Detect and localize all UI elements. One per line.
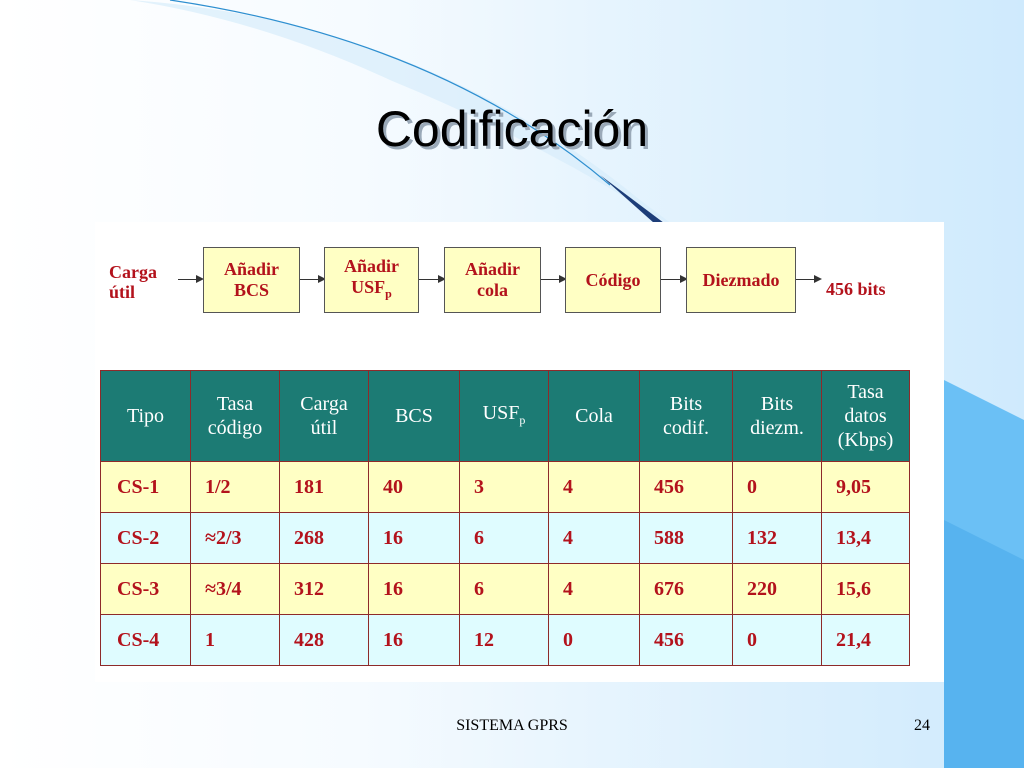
header-type: Tipo — [100, 370, 191, 462]
table-cell: CS-4 — [100, 614, 191, 666]
box-code: Código — [565, 247, 661, 313]
table-cell: 456 — [639, 614, 733, 666]
table-cell: 40 — [368, 461, 460, 513]
table-cell: 15,6 — [821, 563, 910, 615]
header-payload: Carga útil — [279, 370, 369, 462]
table-row: CS-1 1/2 181 40 3 4 456 0 9,05 — [100, 461, 910, 513]
slide-title: Codificación — [375, 101, 649, 157]
box-add-usf-line-2: USF — [351, 276, 386, 297]
table-cell: ≈3/4 — [190, 563, 280, 615]
table-cell: 268 — [279, 512, 369, 564]
table-cell: 4 — [548, 461, 640, 513]
content-panel: Carga útil Añadir BCS Añadir USFp Añadir co… — [95, 222, 944, 682]
table-row: CS-4 1 428 16 12 0 456 0 21,4 — [100, 614, 910, 666]
box-add-usf: Añadir USFp — [324, 247, 419, 313]
table-cell: 0 — [732, 614, 822, 666]
page-number: 24 — [914, 717, 930, 734]
table-cell: 181 — [279, 461, 369, 513]
table-cell: 12 — [459, 614, 549, 666]
table-cell: 456 — [639, 461, 733, 513]
box-puncturing-label: Diezmado — [702, 269, 780, 290]
table-cell: ≈2/3 — [190, 512, 280, 564]
table-cell: CS-3 — [100, 563, 191, 615]
output-label: 456 bits — [826, 279, 886, 299]
table-cell: 1/2 — [190, 461, 280, 513]
box-add-usf-line-1: Añadir — [343, 255, 399, 276]
table-cell: 9,05 — [821, 461, 910, 513]
input-label-line-1: Carga — [109, 262, 157, 282]
input-label: Carga útil — [109, 262, 157, 302]
box-code-label: Código — [585, 269, 641, 290]
header-bcs: BCS — [368, 370, 460, 462]
usf-subscript: p — [385, 286, 392, 301]
table-cell: 3 — [459, 461, 549, 513]
table-cell: 588 — [639, 512, 733, 564]
table-cell: 4 — [548, 563, 640, 615]
header-usf: USFp — [459, 370, 549, 462]
flow-arrow — [300, 275, 326, 283]
table-cell: 0 — [732, 461, 822, 513]
coding-schemes-table: Tipo Tasa código Carga útil BCS USFp Cola … — [100, 370, 910, 666]
table-cell: 1 — [190, 614, 280, 666]
box-add-tail-line-2: cola — [476, 280, 508, 300]
table-cell: 0 — [548, 614, 640, 666]
footer-label: SISTEMA GPRS — [456, 717, 568, 734]
table-cell: 16 — [368, 512, 460, 564]
table-cell: 220 — [732, 563, 822, 615]
table-row: CS-3 ≈3/4 312 16 6 4 676 220 15,6 — [100, 563, 910, 615]
flow-arrow — [796, 275, 822, 283]
table-cell: 6 — [459, 563, 549, 615]
box-add-tail: Añadir cola — [444, 247, 541, 313]
box-add-bcs: Añadir BCS — [203, 247, 300, 313]
table-cell: CS-1 — [100, 461, 191, 513]
table-row: CS-2 ≈2/3 268 16 6 4 588 132 13,4 — [100, 512, 910, 564]
header-punctured-bits: Bits diezm. — [732, 370, 822, 462]
box-add-tail-line-1: Añadir — [464, 259, 520, 279]
table-cell: CS-2 — [100, 512, 191, 564]
flow-arrow — [419, 275, 446, 283]
table-cell: 21,4 — [821, 614, 910, 666]
flow-arrow — [661, 275, 688, 283]
box-add-bcs-line-2: BCS — [233, 280, 269, 300]
table-cell: 6 — [459, 512, 549, 564]
header-coded-bits: Bits codif. — [639, 370, 733, 462]
table-header-row: Tipo Tasa código Carga útil BCS USFp Cola … — [100, 370, 910, 462]
table-cell: 132 — [732, 512, 822, 564]
box-add-bcs-line-1: Añadir — [223, 259, 279, 279]
header-code-rate: Tasa código — [190, 370, 280, 462]
table-cell: 676 — [639, 563, 733, 615]
table-cell: 16 — [368, 563, 460, 615]
table-cell: 312 — [279, 563, 369, 615]
box-puncturing: Diezmado — [686, 247, 796, 313]
table-cell: 428 — [279, 614, 369, 666]
header-tail: Cola — [548, 370, 640, 462]
flow-arrow — [541, 275, 567, 283]
input-label-line-2: útil — [109, 282, 136, 302]
table-cell: 13,4 — [821, 512, 910, 564]
flow-arrow — [178, 275, 204, 283]
table-cell: 4 — [548, 512, 640, 564]
header-data-rate: Tasa datos (Kbps) — [821, 370, 910, 462]
table-cell: 16 — [368, 614, 460, 666]
